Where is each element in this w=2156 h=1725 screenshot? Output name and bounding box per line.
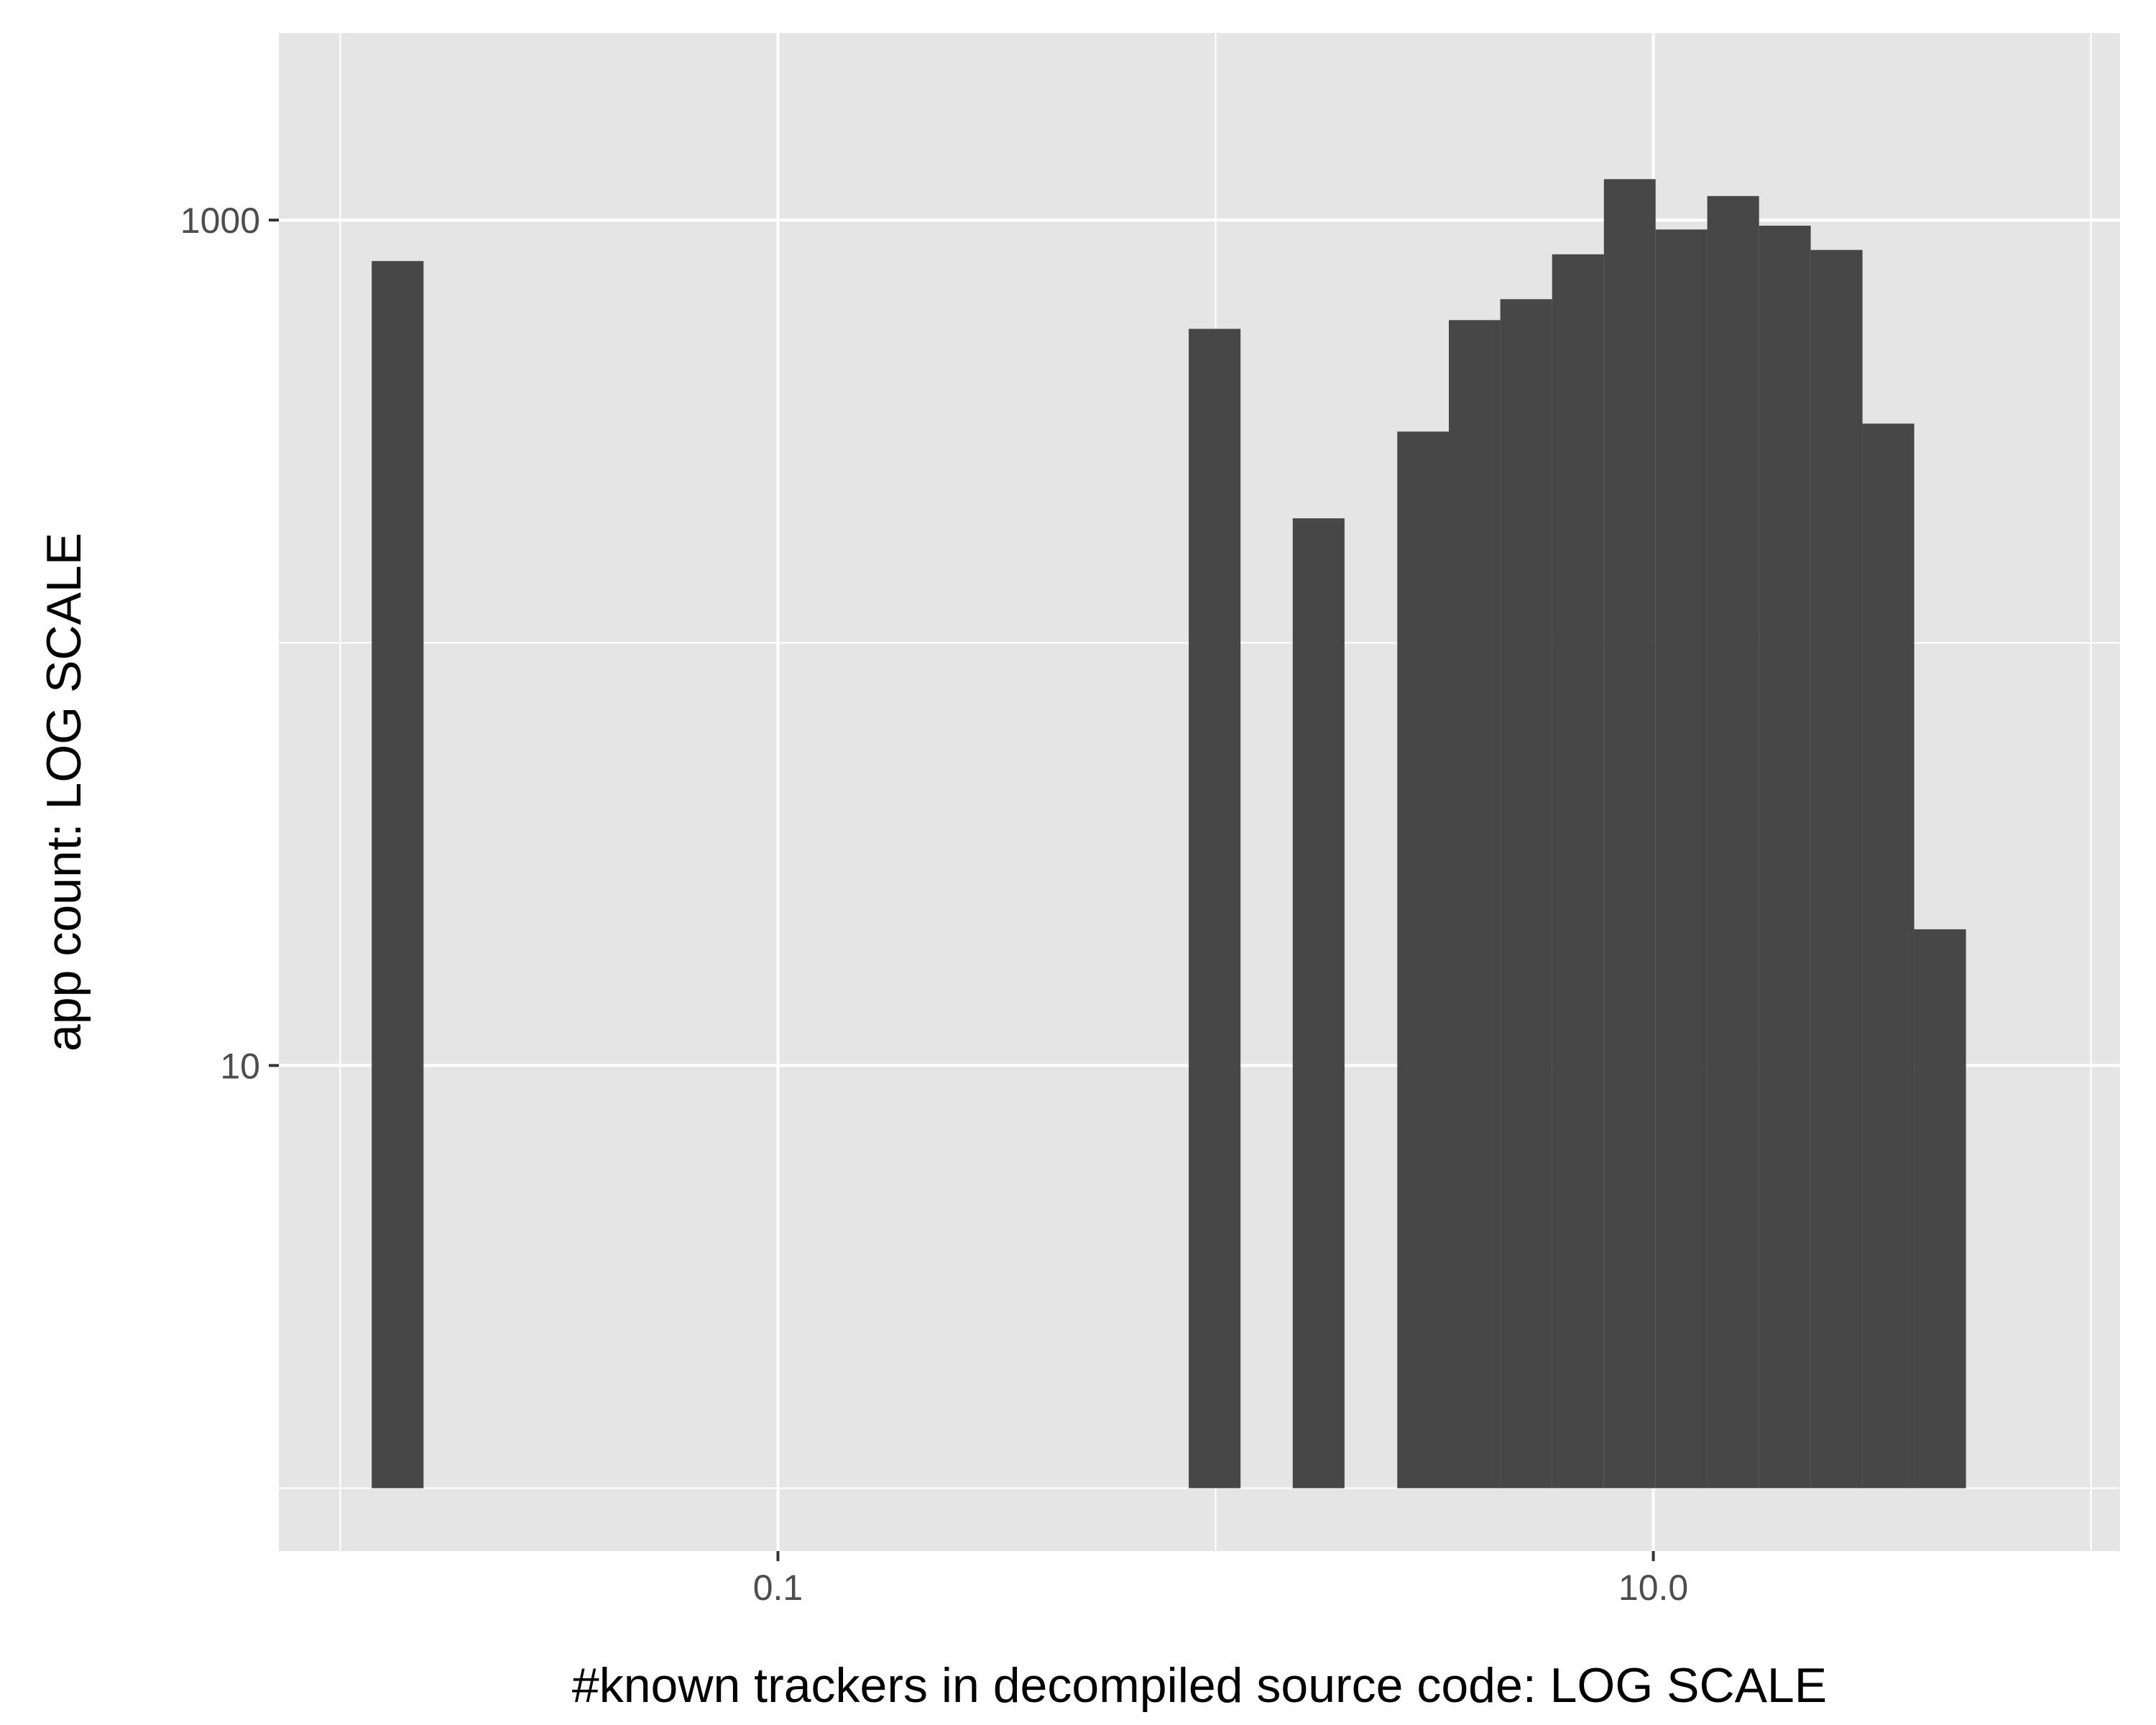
histogram-bar xyxy=(1914,929,1966,1489)
histogram-bar xyxy=(1500,299,1552,1489)
x-axis: 0.1 10.0 xyxy=(753,1551,1688,1608)
histogram-bar xyxy=(1448,320,1501,1489)
y-tick-label: 10 xyxy=(220,1046,260,1086)
x-axis-title: #known trackers in decompiled source cod… xyxy=(572,1658,1827,1713)
histogram-bar xyxy=(1397,431,1449,1489)
y-axis: 10 1000 xyxy=(180,201,279,1086)
histogram-bar xyxy=(1810,249,1863,1489)
histogram-bar xyxy=(1552,254,1604,1489)
histogram-bar xyxy=(372,261,424,1489)
histogram-bar xyxy=(1292,518,1345,1489)
x-tick-label: 0.1 xyxy=(753,1568,803,1608)
y-tick-label: 1000 xyxy=(180,201,260,241)
histogram-bar xyxy=(1759,226,1811,1489)
histogram-bars xyxy=(372,179,1966,1489)
histogram-bar xyxy=(1603,179,1656,1489)
histogram-bar xyxy=(1862,423,1915,1489)
histogram-bar xyxy=(1189,328,1241,1489)
y-axis-title: app count: LOG SCALE xyxy=(37,533,91,1052)
histogram-bar xyxy=(1655,229,1708,1489)
histogram-bar xyxy=(1707,196,1759,1489)
x-tick-label: 10.0 xyxy=(1618,1568,1688,1608)
